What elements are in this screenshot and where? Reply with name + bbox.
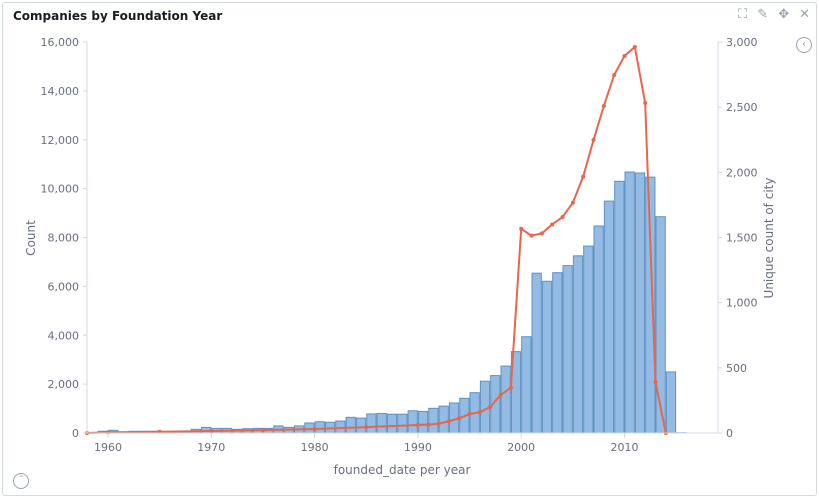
line-point [539, 231, 544, 236]
pencil-icon[interactable]: ✎ [757, 7, 769, 22]
x-tick-label: 2010 [611, 441, 639, 454]
line-point [550, 222, 555, 227]
y-tick-label-right: 3,000 [726, 36, 758, 49]
line-point [477, 410, 482, 415]
bar [593, 225, 604, 434]
chevron-up-circle-icon[interactable]: ˆ [13, 473, 29, 489]
y-tick-label-right: 2,500 [726, 101, 758, 114]
bar [583, 245, 594, 434]
line-point [498, 392, 503, 397]
bar [376, 412, 387, 434]
chevron-left-circle-icon[interactable]: ‹ [796, 37, 812, 53]
y-tick-label-left: 0 [72, 427, 79, 440]
bar [665, 371, 677, 434]
fullscreen-icon[interactable]: ⛶ [738, 7, 748, 22]
y-axis-label-right: Unique count of city [762, 178, 776, 299]
y-tick-label-left: 12,000 [41, 134, 80, 147]
bar [386, 413, 398, 434]
bar [500, 365, 511, 434]
bar [634, 172, 646, 434]
bar [562, 265, 573, 434]
x-tick-label: 1970 [197, 441, 225, 454]
bar [428, 407, 439, 434]
line-point [415, 423, 420, 428]
line-point [364, 425, 369, 430]
line-point [508, 385, 513, 390]
y-axis-label-left: Count [24, 220, 38, 256]
bar [366, 413, 377, 434]
line-point [529, 233, 534, 238]
line-point [426, 422, 431, 427]
bar [438, 405, 449, 434]
line-point [209, 429, 214, 434]
line-point [653, 380, 658, 385]
line-point [260, 428, 265, 433]
bar [314, 421, 325, 434]
y-tick-label-left: 16,000 [41, 36, 80, 49]
y-tick-label-left: 14,000 [41, 85, 80, 98]
bar [614, 180, 625, 434]
bar [552, 272, 563, 434]
bar [407, 410, 418, 434]
x-tick-label: 1960 [94, 441, 122, 454]
bar [655, 216, 666, 434]
panel-title: Companies by Foundation Year [13, 9, 223, 23]
x-tick-label: 1990 [404, 441, 432, 454]
y-tick-label-right: 2,000 [726, 166, 758, 179]
panel-header-actions: ⛶ ✎ ✥ ✕ [738, 7, 810, 22]
y-tick-label-left: 10,000 [41, 183, 80, 196]
close-icon[interactable]: ✕ [799, 7, 810, 22]
bar [531, 272, 542, 434]
line-point [312, 426, 317, 431]
line-point [581, 174, 586, 179]
y-tick-label-right: 1,000 [726, 297, 758, 310]
line-point [446, 419, 451, 424]
x-tick-label: 1980 [301, 441, 329, 454]
bar [345, 416, 356, 434]
line-point [519, 226, 524, 231]
line-point [601, 103, 606, 108]
line-point [632, 44, 637, 49]
bar [603, 200, 615, 434]
line-point [622, 53, 627, 58]
bar [397, 413, 408, 434]
x-tick-label: 2000 [507, 441, 535, 454]
line-series-unique-city [86, 45, 667, 434]
line-point [488, 404, 493, 409]
y-tick-label-left: 4,000 [48, 329, 80, 342]
bar [355, 417, 367, 434]
move-icon[interactable]: ✥ [778, 7, 790, 22]
bar [417, 410, 429, 434]
bar [541, 280, 553, 434]
bar [521, 336, 532, 434]
line-point [457, 416, 462, 421]
line-point [612, 72, 617, 77]
line-point [570, 200, 575, 205]
x-axis-label: founded_date per year [334, 463, 471, 477]
y-tick-label-left: 6,000 [48, 280, 80, 293]
bar [624, 171, 635, 434]
y-tick-label-right: 1,500 [726, 232, 758, 245]
y-tick-label-left: 8,000 [48, 232, 80, 245]
y-tick-label-right: 500 [726, 362, 747, 375]
bar [304, 422, 315, 434]
line-point [591, 138, 596, 143]
y-tick-label-left: 2,000 [48, 378, 80, 391]
line-point [436, 421, 441, 426]
y-tick-label-right: 0 [726, 427, 733, 440]
line-point [467, 411, 472, 416]
line-point [643, 100, 648, 105]
line-point [560, 215, 565, 220]
bar [572, 255, 584, 434]
